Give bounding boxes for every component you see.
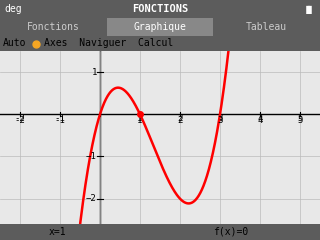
Text: -1: -1: [55, 116, 65, 126]
Text: -2: -2: [15, 114, 25, 123]
Text: 3: 3: [217, 114, 223, 123]
Text: Auto: Auto: [3, 38, 27, 48]
Bar: [107, 18, 213, 36]
Text: 5: 5: [297, 116, 303, 126]
Text: 4: 4: [257, 116, 263, 126]
Text: -2: -2: [15, 116, 25, 126]
Text: Tableau: Tableau: [246, 22, 287, 32]
Text: f(x)=0: f(x)=0: [213, 227, 248, 237]
Text: Fonctions: Fonctions: [27, 22, 80, 32]
Text: 1: 1: [137, 114, 143, 123]
Text: FONCTIONS: FONCTIONS: [132, 4, 188, 14]
Text: ▐▌: ▐▌: [303, 5, 316, 13]
Text: Graphique: Graphique: [133, 22, 187, 32]
Text: 2: 2: [177, 114, 183, 123]
Text: 3: 3: [217, 116, 223, 126]
Text: 5: 5: [297, 114, 303, 123]
Text: -1: -1: [55, 114, 65, 123]
Text: 1: 1: [137, 116, 143, 126]
Text: 4: 4: [257, 114, 263, 123]
Text: −1: −1: [86, 152, 97, 161]
Text: −2: −2: [86, 194, 97, 203]
Text: deg: deg: [4, 4, 22, 14]
Text: x=1: x=1: [49, 227, 67, 237]
Text: Axes  Naviguer  Calcul: Axes Naviguer Calcul: [44, 38, 173, 48]
Text: 2: 2: [177, 116, 183, 126]
Text: 1: 1: [92, 68, 97, 77]
